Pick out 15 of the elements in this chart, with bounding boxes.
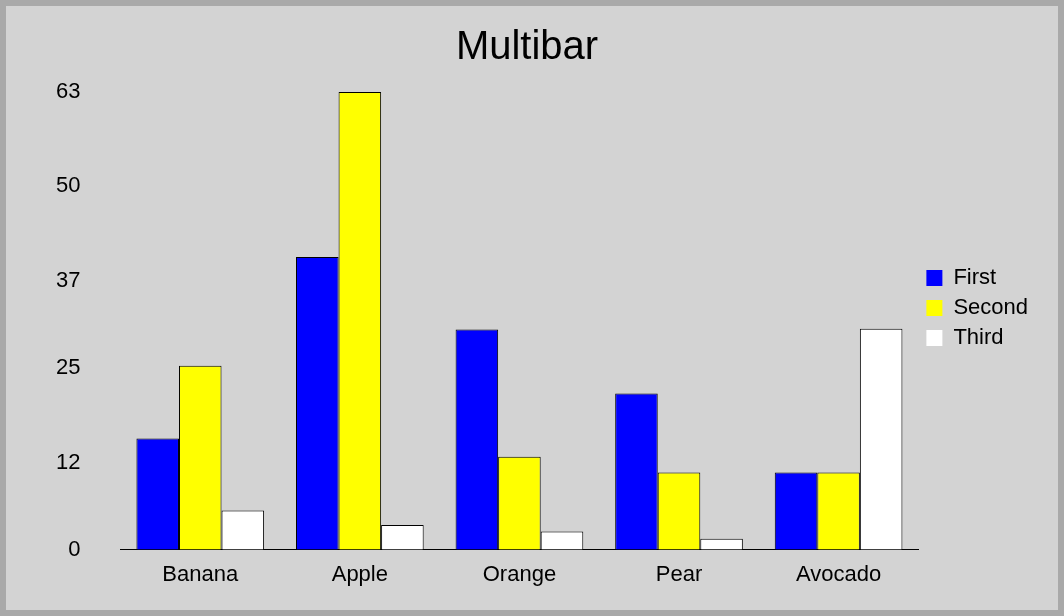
y-tick-label: 12 [55, 448, 81, 474]
y-tick-label: 50 [55, 172, 81, 198]
legend-label: First [953, 264, 997, 290]
y-tick-label: 0 [68, 535, 81, 561]
x-tick-label: Apple [331, 560, 388, 586]
y-tick-label: 63 [55, 78, 81, 104]
x-tick-label: Banana [162, 560, 239, 586]
x-tick-label: Orange [482, 560, 557, 586]
legend-label: Second [953, 294, 1029, 320]
chart-title: Multibar [455, 23, 599, 68]
y-tick-label: 25 [55, 354, 81, 380]
x-tick-label: Avocado [795, 560, 882, 586]
x-tick-label: Pear [655, 560, 703, 586]
y-tick-label: 37 [55, 266, 81, 292]
legend-label: Third [953, 324, 1004, 350]
